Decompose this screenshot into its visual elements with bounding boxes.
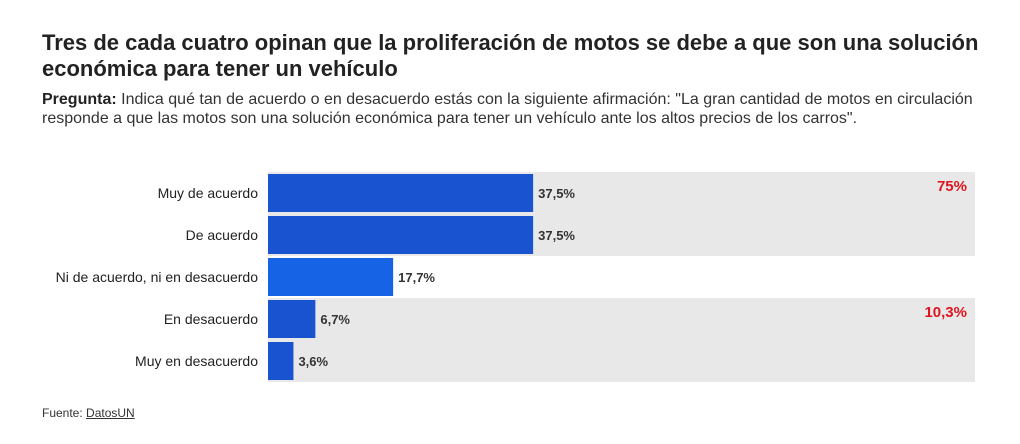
category-label: De acuerdo	[186, 227, 259, 243]
bar-chart: 75% 10,3% Muy de acuerdo 37,5% De acuerdo 37,…	[56, 172, 975, 382]
category-label: En desacuerdo	[164, 311, 258, 327]
category-label: Ni de acuerdo, ni en desacuerdo	[56, 269, 259, 285]
bar	[268, 174, 534, 212]
bar	[268, 216, 534, 254]
category-label: Muy en desacuerdo	[135, 353, 258, 369]
question-label: Pregunta:	[42, 91, 117, 108]
value-label: 3,6%	[298, 354, 328, 369]
group-shade-1	[268, 298, 975, 382]
value-label: 37,5%	[538, 228, 575, 243]
value-label: 6,7%	[320, 312, 350, 327]
group-total-label: 75%	[937, 178, 967, 195]
bar	[268, 258, 394, 296]
group-total-label: 10,3%	[924, 304, 967, 321]
value-label: 37,5%	[538, 186, 575, 201]
chart-title: Tres de cada cuatro opinan que la prolif…	[42, 30, 979, 81]
question-text: Pregunta: Indica qué tan de acuerdo o en…	[42, 90, 982, 128]
source-line: Fuente: DatosUN	[42, 406, 135, 420]
bar	[268, 342, 294, 380]
source-label: Fuente:	[42, 406, 83, 420]
source-link[interactable]: DatosUN	[86, 406, 135, 420]
question-body: Indica qué tan de acuerdo o en desacuerd…	[42, 91, 973, 127]
category-label: Muy de acuerdo	[158, 185, 259, 201]
bar	[268, 300, 316, 338]
value-label: 17,7%	[398, 270, 435, 285]
